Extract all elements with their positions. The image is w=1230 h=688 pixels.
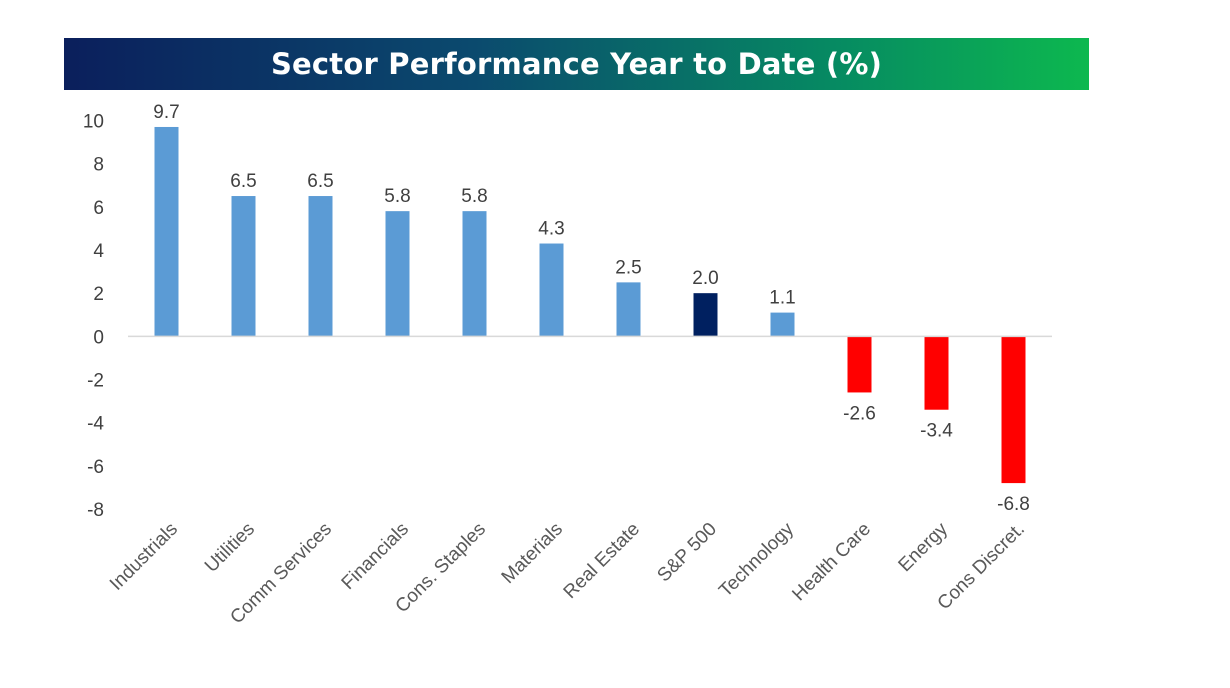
y-tick-label: 0: [93, 327, 104, 348]
data-label: 6.5: [307, 171, 333, 192]
data-label: 5.8: [461, 186, 487, 207]
category-label: S&P 500: [653, 519, 721, 587]
category-label: Utilities: [201, 519, 259, 577]
y-tick-label: -2: [87, 371, 104, 392]
bar: [231, 196, 256, 337]
y-tick-label: 8: [93, 155, 104, 176]
bar: [693, 293, 718, 337]
bar: [539, 243, 564, 337]
y-tick-label: 2: [93, 284, 104, 305]
category-label: Materials: [498, 519, 567, 588]
data-label: -2.6: [843, 403, 876, 424]
category-label: Technology: [715, 518, 798, 601]
bar: [924, 336, 949, 410]
y-tick-label: 4: [93, 241, 104, 262]
bar: [847, 336, 872, 393]
bar: [1001, 336, 1026, 484]
data-label: -3.4: [920, 421, 953, 442]
bar: [154, 126, 179, 337]
bar: [616, 282, 641, 337]
data-label: 2.5: [615, 257, 641, 278]
chart-title-bar: Sector Performance Year to Date (%): [64, 38, 1089, 90]
category-label: Financials: [338, 519, 413, 594]
category-label: Real Estate: [560, 519, 644, 603]
chart-title: Sector Performance Year to Date (%): [270, 47, 883, 81]
category-label: Energy: [895, 518, 953, 576]
data-label: -6.8: [997, 494, 1030, 515]
bar: [770, 312, 795, 337]
y-tick-label: 10: [83, 112, 104, 133]
bar: [308, 196, 333, 337]
y-tick-label: -8: [87, 500, 104, 521]
y-tick-label: -4: [87, 414, 104, 435]
data-label: 1.1: [769, 288, 795, 309]
y-tick-label: 6: [93, 198, 104, 219]
data-label: 4.3: [538, 219, 564, 240]
y-tick-label: -6: [87, 457, 104, 478]
data-label: 2.0: [692, 268, 718, 289]
bar: [385, 211, 410, 337]
data-label: 5.8: [384, 186, 410, 207]
category-label: Industrials: [106, 519, 182, 595]
data-label: 9.7: [153, 102, 179, 123]
data-label: 6.5: [230, 171, 256, 192]
category-label: Health Care: [788, 519, 875, 606]
bar: [462, 211, 487, 337]
